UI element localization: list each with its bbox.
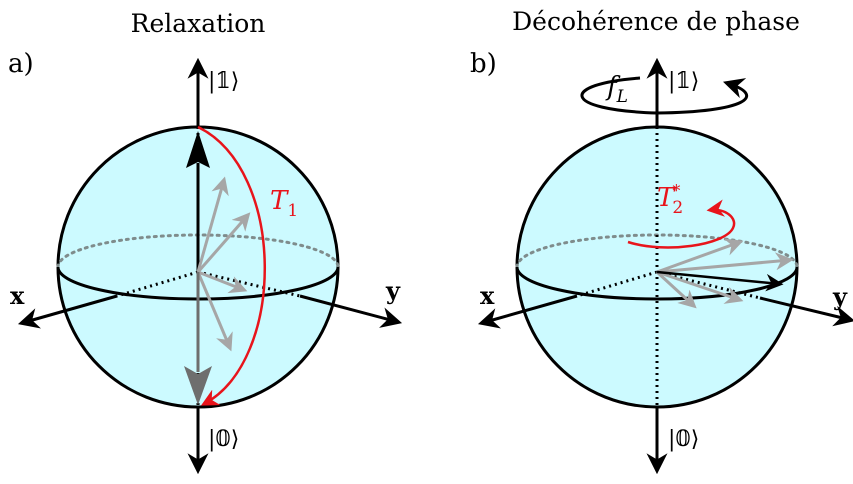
dephasing-vectors-b [655, 238, 794, 309]
y-axis-label-b: y [832, 282, 848, 311]
t1-label: T1 [270, 186, 298, 221]
grey-vector-3 [197, 270, 248, 294]
grey-vector-b3 [655, 270, 697, 309]
top-ket-b: |𝟙⟩ [668, 69, 699, 94]
x-axis-inner-a [116, 270, 199, 298]
panel-a-label: a) [8, 49, 34, 79]
t1-relaxation-arc [197, 125, 266, 406]
fl-label: fL [605, 72, 628, 107]
t2-dephasing-arrow [627, 199, 736, 249]
y-axis-outer-a [299, 294, 403, 328]
grey-vector-4 [196, 271, 233, 352]
panel-b: Décohérence de phase b) x y |𝟙⟩ |𝟘⟩ fL [470, 7, 853, 475]
bottom-ket-b: |𝟘⟩ [668, 427, 699, 452]
panel-a-title: Relaxation [131, 9, 266, 38]
bottom-ket-a: |𝟘⟩ [208, 427, 239, 452]
x-axis-outer-a [17, 294, 118, 329]
panel-a: Relaxation a) x y |𝟙⟩ |𝟘⟩ [8, 9, 403, 475]
panel-b-label: b) [470, 49, 497, 79]
grey-vector-1 [196, 176, 229, 273]
y-axis-outer-b [759, 296, 853, 327]
larmor-precession-arrow [580, 76, 749, 115]
panel-b-title: Décohérence de phase [512, 7, 800, 36]
x-axis-label-a: x [10, 281, 25, 310]
x-axis-outer-b [477, 294, 578, 329]
grey-vector-2 [196, 212, 251, 273]
coherent-state-vector [656, 270, 784, 292]
x-axis-label-b: x [480, 281, 495, 310]
grey-vector-b2 [656, 252, 794, 274]
grey-vector-b1 [656, 238, 744, 274]
y-axis-label-a: y [385, 276, 401, 305]
excited-vector-head [186, 131, 210, 168]
relaxing-vectors-a [184, 131, 251, 405]
top-ket-a: |𝟙⟩ [208, 69, 239, 94]
grey-vector-b4 [656, 270, 744, 304]
ground-vector-head [184, 366, 212, 405]
t2-star-label: T* 2 [657, 181, 683, 218]
x-axis-inner-b [576, 270, 658, 298]
